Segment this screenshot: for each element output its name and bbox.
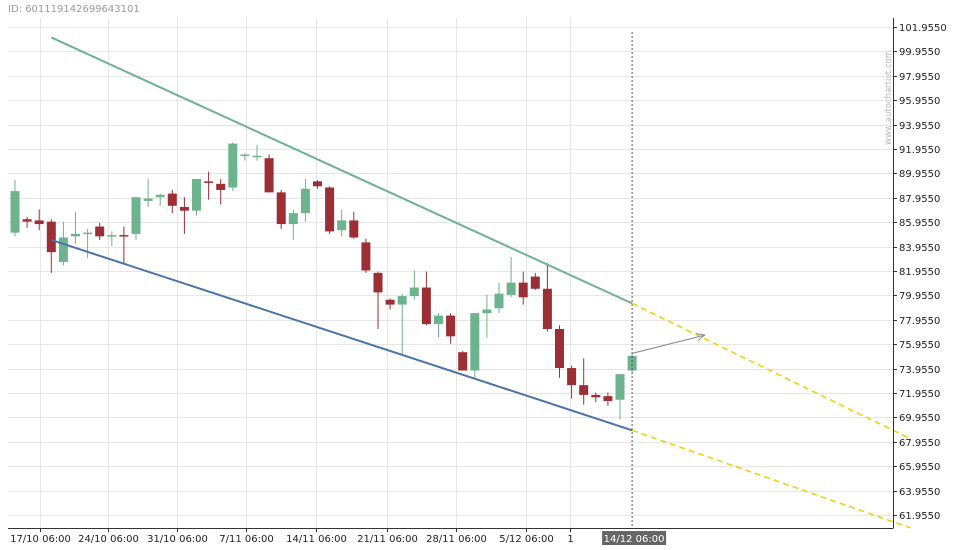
y-tick-label: 97.9550 [899, 72, 940, 83]
candle-body [482, 309, 492, 314]
y-tick-label: 95.9550 [899, 96, 940, 107]
y-tick-label: 99.9550 [899, 47, 940, 58]
candle-body [506, 282, 516, 295]
candle-body [155, 194, 165, 198]
y-tick-label: 93.9550 [899, 121, 940, 132]
x-tick-label: 28/11 06:00 [426, 534, 487, 545]
x-tick-label: 24/10 06:00 [78, 534, 139, 545]
y-tick-label: 73.9550 [899, 365, 940, 376]
y-tick-label: 87.9550 [899, 194, 940, 205]
candle-body [313, 181, 322, 187]
candle-body [143, 198, 153, 201]
candle-body [95, 226, 105, 237]
candle-body [373, 272, 383, 293]
trendlines [50, 32, 911, 529]
candle-body [240, 154, 250, 157]
candle-body [10, 191, 20, 233]
candle-body [591, 394, 601, 398]
candle-body [119, 235, 129, 237]
cursor-date-label: 14/12 06:00 [604, 534, 665, 545]
candle-body [458, 352, 468, 371]
x-tick-label: 5/12 06:00 [499, 534, 553, 545]
candle-body [276, 192, 286, 225]
candle-body [192, 178, 201, 211]
support-trendline [50, 239, 633, 432]
axes: 101.9550 99.9550 97.9550 95.9550 93.9550 91.9… [8, 18, 947, 545]
y-tick-label: 83.9550 [899, 243, 940, 254]
candle-body [22, 219, 32, 222]
gridlines [8, 18, 893, 528]
y-tick-label: 101.9550 [899, 23, 947, 34]
candle-body [385, 299, 395, 305]
x-tick-label: 7/11 06:00 [219, 534, 273, 545]
candle-body [337, 220, 347, 231]
y-tick-label: 65.9550 [899, 462, 940, 473]
y-tick-label: 79.9550 [899, 291, 940, 302]
x-tick-label: 21/11 06:00 [357, 534, 418, 545]
candle-body [264, 158, 274, 193]
candle-body [567, 368, 577, 386]
y-tick-label: 85.9550 [899, 218, 940, 229]
watermark: www.autochartist.com [884, 50, 894, 145]
candle-body [446, 315, 456, 337]
candle-body [494, 293, 504, 309]
x-tick-label: 17/10 06:00 [10, 534, 71, 545]
resistance-projection [631, 302, 911, 440]
y-tick-label: 77.9550 [899, 316, 940, 327]
x-tick-label: 14/11 06:00 [286, 534, 347, 545]
candle-body [228, 143, 238, 188]
candle-body [325, 187, 335, 232]
candle-body [530, 276, 540, 289]
y-tick-label: 71.9550 [899, 389, 940, 400]
candle-body [397, 296, 407, 305]
y-tick-label: 61.9550 [899, 511, 940, 522]
candle-body [300, 188, 310, 214]
candle-body [579, 385, 589, 395]
y-tick-label: 69.9550 [899, 413, 940, 424]
candle-body [421, 287, 431, 325]
candle-body [34, 220, 44, 225]
y-tick-label: 75.9550 [899, 340, 940, 351]
candle-body [83, 232, 93, 235]
candle-body [627, 355, 637, 371]
candle-body [288, 213, 298, 225]
candle-body [349, 220, 359, 238]
candle-body [518, 282, 528, 298]
resistance-trendline [50, 36, 633, 305]
cursor-date-label-bg [602, 531, 667, 545]
x-tick-label: 31/10 06:00 [147, 534, 208, 545]
candles [10, 142, 637, 420]
candle-body [542, 288, 552, 330]
candle-body [204, 181, 214, 183]
candle-body [107, 235, 117, 237]
y-tick-label: 91.9550 [899, 145, 940, 156]
y-tick-label: 81.9550 [899, 267, 940, 278]
candle-body [361, 242, 371, 271]
candle-body [555, 329, 564, 369]
y-tick-label: 63.9550 [899, 487, 940, 498]
candle-body [603, 396, 613, 401]
y-tick-label: 67.9550 [899, 438, 940, 449]
x-tick-label: 1 [567, 534, 573, 545]
candle-body [179, 207, 189, 211]
candle-body [252, 155, 262, 158]
candle-body [46, 221, 56, 253]
forecast-arrow [631, 334, 705, 354]
candle-body [131, 197, 141, 234]
candle-body [71, 233, 80, 237]
forecast-arrowhead [696, 333, 706, 341]
candle-body [615, 374, 625, 400]
candle-body [409, 287, 419, 297]
candle-body [470, 313, 480, 371]
y-tick-label: 89.9550 [899, 169, 940, 180]
watermark-text: www.autochartist.com [884, 50, 894, 145]
candle-body [58, 237, 68, 262]
chart-id-label: ID: 601119142699643101 [8, 4, 140, 15]
candle-body [216, 183, 226, 190]
candle-body [167, 193, 177, 206]
support-projection [631, 429, 911, 529]
candle-body [434, 315, 443, 325]
